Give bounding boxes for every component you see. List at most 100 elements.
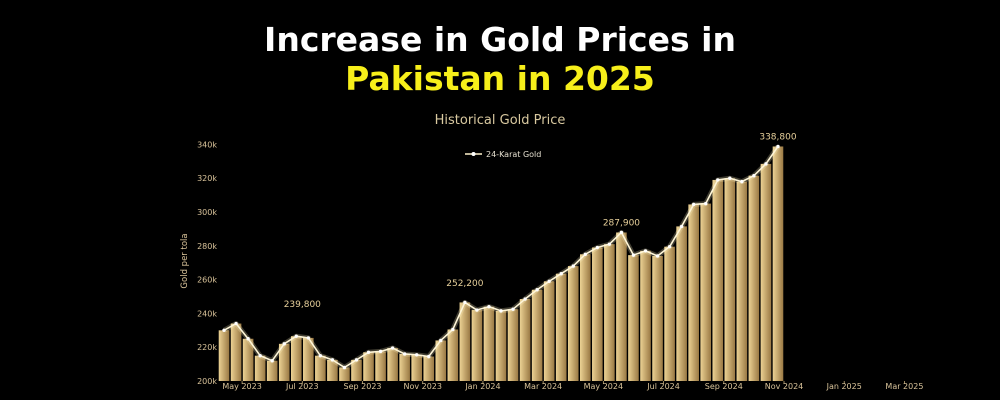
data-point [294,334,298,338]
data-point [378,349,383,354]
data-point [559,272,563,276]
bar [676,226,687,381]
y-tick-label: 300k [197,208,217,217]
bar [435,340,447,381]
data-point [487,304,491,309]
x-tick-label: Nov 2024 [765,382,804,391]
bar [652,255,663,381]
bar [507,309,519,381]
bar [327,359,338,381]
data-point [631,253,636,257]
data-point [330,358,335,362]
bar [760,163,772,381]
bar [555,273,567,381]
data-point [222,328,226,333]
chart-title: Historical Gold Price [435,113,566,128]
series-line-group [222,144,781,370]
data-label: 338,800 [759,132,796,142]
y-tick-label: 240k [197,309,217,318]
data-point [451,327,455,332]
bar [375,351,386,381]
y-axis-label: Gold per tola [180,233,190,288]
x-tick-label: Jan 2025 [826,382,862,391]
y-tick-label: 320k [197,174,217,183]
data-point [258,353,262,358]
data-point [270,359,274,363]
data-point [716,178,720,182]
data-point [595,245,600,250]
data-point [667,244,672,249]
bar [242,338,254,381]
x-tick-label: Sep 2024 [705,382,743,391]
x-tick-label: Sep 2023 [344,382,382,391]
bar [688,204,699,381]
y-tick-label: 340k [197,140,217,149]
bar [399,353,410,381]
x-tick-label: Mar 2024 [524,382,562,391]
headline-line-1: Increase in Gold Prices in [264,20,736,59]
bar [519,299,531,381]
data-point [246,337,250,341]
bar [423,356,435,381]
bar [254,355,266,381]
legend-label: 24-Karat Gold [486,150,541,159]
data-point [728,176,732,180]
annotations-group: 239,800 252,200 287,900 338,800 [284,132,797,309]
data-point [306,336,311,340]
bar [736,181,748,381]
bar [315,355,326,381]
data-label: 287,900 [603,218,640,228]
x-tick-label: May 2023 [222,382,261,391]
data-point [499,309,503,313]
y-tick-label: 220k [197,343,217,352]
bar [266,360,278,381]
bar [628,255,639,381]
x-tick-label: Jan 2024 [464,382,500,391]
data-point [679,224,684,229]
data-point [511,307,515,311]
data-point [402,352,407,356]
data-point [282,342,286,346]
bar [531,289,543,381]
bar [700,203,712,381]
y-tick-label: 280k [197,242,217,251]
data-point [643,249,648,253]
bar [230,323,242,381]
x-tick-label: Jul 2024 [646,382,680,391]
bar [471,310,483,381]
legend-marker-swatch [471,152,476,156]
bar [567,266,579,381]
bar [495,310,507,381]
y-ticks-group: 200k 220k 240k 260k 280k 300k 320k 340k [197,140,217,386]
bar [640,250,651,381]
data-point [415,353,419,357]
data-point [752,174,756,178]
data-point [691,202,696,207]
bar [592,247,603,381]
data-point [463,300,467,305]
bar [339,367,350,381]
x-tick-label: Nov 2023 [403,382,442,391]
bar [772,146,784,381]
bar [748,175,760,381]
bar [447,329,459,381]
data-point [619,230,624,235]
data-point [342,365,347,370]
data-label: 252,200 [446,279,483,289]
data-point [523,297,527,301]
x-tick-label: Mar 2025 [885,382,923,391]
bar [290,336,302,381]
bar [303,337,314,381]
x-tick-label: May 2024 [584,382,623,391]
data-point [583,252,587,256]
bar [411,354,422,381]
bar [604,244,615,381]
bar [543,281,555,381]
data-point [547,279,551,284]
bar [278,343,290,381]
data-point [234,321,238,326]
y-tick-label: 200k [197,377,217,386]
bar [580,254,591,381]
data-point [655,254,660,258]
